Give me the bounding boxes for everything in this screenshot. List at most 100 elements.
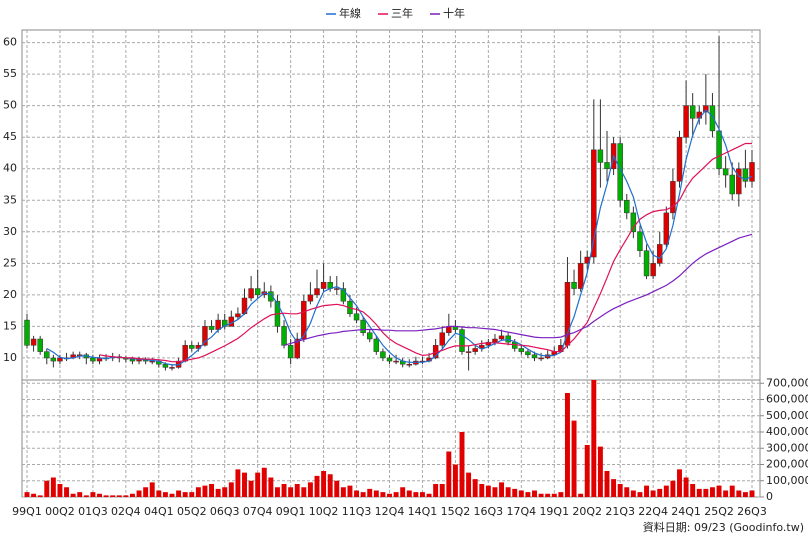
candle-body xyxy=(24,319,30,346)
volume-bar xyxy=(485,485,491,497)
volume-bar xyxy=(663,485,669,497)
volume-bar xyxy=(321,471,327,497)
y-tick-label: 45 xyxy=(3,130,17,143)
volume-bar xyxy=(156,490,162,497)
volume-bar xyxy=(314,475,320,497)
volume-bar xyxy=(505,487,511,497)
candle-body xyxy=(367,332,373,340)
candle-body xyxy=(749,162,755,182)
volume-bar xyxy=(334,480,340,497)
candle-body xyxy=(208,326,215,330)
volume-bar xyxy=(373,490,379,497)
x-tick-label: 01Q3 xyxy=(78,505,108,518)
volume-bar xyxy=(512,488,518,497)
volume-bar xyxy=(367,488,373,497)
volume-bar xyxy=(77,492,83,497)
x-tick-label: 24Q1 xyxy=(671,505,701,518)
volume-bar xyxy=(288,487,294,497)
x-tick-label: 25Q2 xyxy=(704,505,734,518)
volume-bar xyxy=(578,493,584,497)
candle-body xyxy=(169,367,175,369)
candle-body xyxy=(189,345,195,349)
candle-body xyxy=(683,105,689,138)
volume-bar xyxy=(360,492,366,497)
y2-tick-label: 100,000 xyxy=(766,474,808,487)
x-tick-label: 15Q2 xyxy=(441,505,471,518)
candle-body xyxy=(248,288,254,299)
volume-bar xyxy=(149,482,155,497)
candle-body xyxy=(215,319,221,330)
candle-body xyxy=(591,149,597,258)
ma-line xyxy=(46,109,753,366)
candle-body xyxy=(386,357,393,362)
volume-bar xyxy=(195,487,201,497)
volume-bar xyxy=(479,484,485,497)
candle-body xyxy=(353,313,360,321)
candle-body xyxy=(360,319,366,333)
legend-label: 年線 xyxy=(339,6,361,20)
volume-bar xyxy=(670,480,676,497)
x-tick-label: 12Q4 xyxy=(375,505,405,518)
candle-body xyxy=(696,111,702,119)
volume-bar xyxy=(255,472,261,497)
volume-bar xyxy=(683,477,689,497)
x-tick-label: 06Q3 xyxy=(210,505,240,518)
volume-bar xyxy=(110,495,116,497)
volume-bar xyxy=(611,479,617,497)
volume-bar xyxy=(301,487,307,497)
y2-tick-label: 600,000 xyxy=(766,393,808,406)
volume-bar xyxy=(274,487,280,497)
volume-bar xyxy=(182,492,188,497)
legend-label: 十年 xyxy=(443,6,465,20)
volume-bar xyxy=(624,487,630,497)
volume-bar xyxy=(354,490,360,497)
volume-bar xyxy=(433,484,439,497)
volume-bar xyxy=(604,471,610,497)
candle-body xyxy=(294,338,300,359)
y2-tick-label: 500,000 xyxy=(766,409,808,422)
candle-body xyxy=(129,358,136,362)
volume-bar xyxy=(551,493,557,497)
candle-body xyxy=(57,357,63,362)
candle-body xyxy=(37,338,43,352)
candle-body xyxy=(670,181,676,214)
volume-bar xyxy=(261,467,267,497)
candle-body xyxy=(624,200,630,214)
candle-body xyxy=(531,354,538,359)
candle-body xyxy=(314,288,320,296)
candle-body xyxy=(254,288,261,296)
volume-bar xyxy=(736,490,742,497)
volume-bar xyxy=(215,488,221,497)
y-tick-label: 35 xyxy=(3,193,17,206)
volume-bar xyxy=(677,469,682,497)
volume-bar xyxy=(617,484,623,497)
candle-body xyxy=(617,143,623,201)
volume-bar xyxy=(169,493,175,497)
ma-line xyxy=(283,233,753,346)
volume-bar xyxy=(413,492,419,497)
volume-bar xyxy=(657,488,663,497)
candle-body xyxy=(340,288,347,302)
volume-bar xyxy=(70,493,76,497)
candle-body xyxy=(657,244,663,264)
candle-body xyxy=(577,263,584,289)
volume-bar xyxy=(143,487,149,497)
volume-bar xyxy=(294,484,300,497)
x-tick-label: 16Q3 xyxy=(474,505,504,518)
footnote: 資料日期: 09/23 (Goodinfo.tw) xyxy=(643,520,804,534)
volume-bar xyxy=(723,490,729,497)
x-tick-label: 26Q3 xyxy=(737,505,767,518)
candle-body xyxy=(50,357,57,362)
candle-body xyxy=(525,351,531,356)
candle-body xyxy=(650,263,656,277)
volume-bar xyxy=(690,484,696,497)
x-tick-label: 00Q2 xyxy=(45,505,75,518)
volume-bar xyxy=(709,487,715,497)
y-tick-label: 40 xyxy=(3,162,17,175)
volume-bar xyxy=(472,479,478,497)
y2-tick-label: 400,000 xyxy=(766,425,808,438)
volume-bar xyxy=(380,492,386,497)
volume-bar xyxy=(209,484,215,497)
volume-bar xyxy=(129,493,135,497)
x-tick-label: 10Q2 xyxy=(309,505,339,518)
